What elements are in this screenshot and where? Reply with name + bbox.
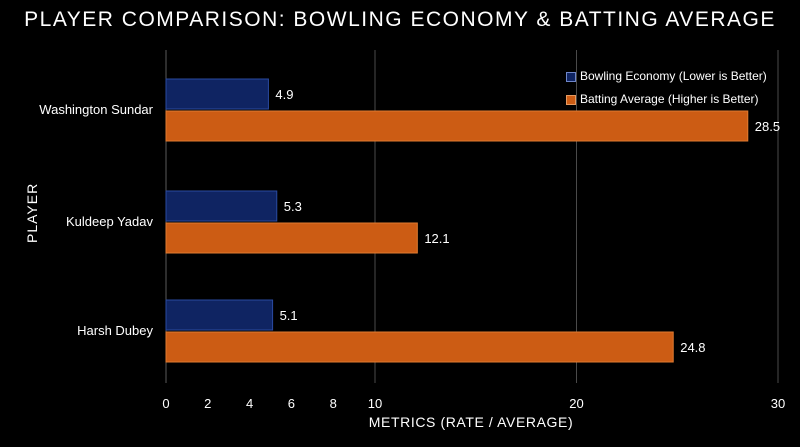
x-tick-label-20: 20 [569,396,583,411]
x-tick-label-2: 2 [204,396,211,411]
legend-swatch-batting-average [566,94,576,105]
bar-bowling-economy-harsh-dubey [165,299,274,331]
legend-label-batting-average: Batting Average (Higher is Better) [580,92,759,106]
legend: Bowling Economy (Lower is Better) Battin… [566,65,767,111]
x-tick-label-10: 10 [368,396,382,411]
data-label-bowling-economy-harsh-dubey: 5.1 [280,308,298,323]
category-label-harsh-dubey: Harsh Dubey [77,323,153,338]
data-label-bowling-economy-washington-sundar: 4.9 [275,87,293,102]
x-tick-label-0: 0 [162,396,169,411]
data-label-bowling-economy-kuldeep-yadav: 5.3 [284,199,302,214]
x-tick-label-6: 6 [288,396,295,411]
x-tick-label-8: 8 [330,396,337,411]
data-label-batting-average-washington-sundar: 28.5 [755,119,780,134]
bar-batting-average-kuldeep-yadav [165,222,418,254]
bar-bowling-economy-kuldeep-yadav [165,190,278,222]
legend-swatch-bowling-economy [566,71,576,82]
legend-item-bowling-economy: Bowling Economy (Lower is Better) [566,65,767,88]
bar-batting-average-harsh-dubey [165,331,674,363]
category-label-washington-sundar: Washington Sundar [39,102,153,117]
x-tick-label-4: 4 [246,396,253,411]
x-axis-label: METRICS (RATE / AVERAGE) [368,414,574,430]
bar-batting-average-washington-sundar [165,110,749,142]
x-tick-label-30: 30 [771,396,785,411]
data-label-batting-average-kuldeep-yadav: 12.1 [424,231,449,246]
category-label-kuldeep-yadav: Kuldeep Yadav [66,214,153,229]
legend-label-bowling-economy: Bowling Economy (Lower is Better) [580,69,767,83]
legend-item-batting-average: Batting Average (Higher is Better) [566,88,767,111]
chart-title: PLAYER COMPARISON: BOWLING ECONOMY & BAT… [24,8,776,31]
bar-bowling-economy-washington-sundar [165,78,269,110]
data-label-batting-average-harsh-dubey: 24.8 [680,340,705,355]
